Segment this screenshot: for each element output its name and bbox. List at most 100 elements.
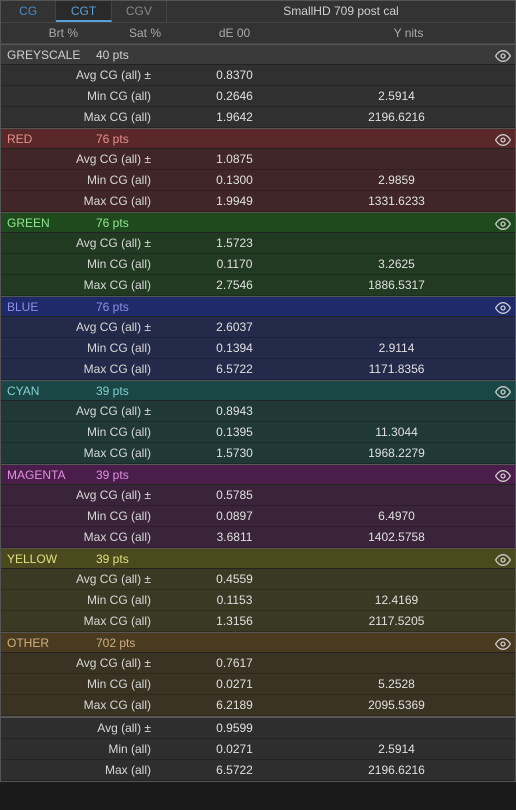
row-label: Max CG (all) xyxy=(1,527,167,547)
row-label: Max CG (all) xyxy=(1,107,167,127)
data-row: Min CG (all)0.08976.4970 xyxy=(1,506,515,527)
row-y-value: 1171.8356 xyxy=(302,359,515,379)
row-y-value: 1331.6233 xyxy=(302,191,515,211)
data-row: Max CG (all)2.75461886.5317 xyxy=(1,275,515,296)
row-y-value: 1968.2279 xyxy=(302,443,515,463)
row-label: Avg CG (all) ± xyxy=(1,401,167,421)
row-label: Max CG (all) xyxy=(1,695,167,715)
data-row: Max CG (all)3.68111402.5758 xyxy=(1,527,515,548)
row-de-value: 0.7617 xyxy=(167,653,302,673)
visibility-toggle-icon[interactable] xyxy=(491,213,515,232)
row-y-value xyxy=(302,233,515,253)
tab-cgv[interactable]: CGV xyxy=(112,1,167,22)
row-y-value: 1402.5758 xyxy=(302,527,515,547)
row-label: Min CG (all) xyxy=(1,674,167,694)
row-label: Max CG (all) xyxy=(1,191,167,211)
row-de-value: 0.1394 xyxy=(167,338,302,358)
summary-label: Min (all) xyxy=(1,739,167,759)
section-header-yellow[interactable]: YELLOW39 pts xyxy=(1,548,515,569)
calibration-panel: CG CGT CGV SmallHD 709 post cal Brt % Sa… xyxy=(0,0,516,782)
section-header-greyscale[interactable]: GREYSCALE40 pts xyxy=(1,44,515,65)
visibility-toggle-icon[interactable] xyxy=(491,129,515,148)
row-y-value: 11.3044 xyxy=(302,422,515,442)
data-row: Min CG (all)0.139511.3044 xyxy=(1,422,515,443)
section-header-red[interactable]: RED76 pts xyxy=(1,128,515,149)
data-row: Avg CG (all) ±2.6037 xyxy=(1,317,515,338)
section-name: OTHER xyxy=(1,633,96,652)
row-de-value: 1.0875 xyxy=(167,149,302,169)
summary-row: Min (all)0.02712.5914 xyxy=(1,739,515,760)
data-row: Avg CG (all) ±0.7617 xyxy=(1,653,515,674)
row-de-value: 3.6811 xyxy=(167,527,302,547)
row-de-value: 6.5722 xyxy=(167,359,302,379)
tab-cgt[interactable]: CGT xyxy=(56,1,111,22)
summary-label: Avg (all) ± xyxy=(1,718,167,738)
row-label: Avg CG (all) ± xyxy=(1,569,167,589)
row-label: Max CG (all) xyxy=(1,359,167,379)
top-row: CG CGT CGV SmallHD 709 post cal xyxy=(1,1,515,23)
row-label: Avg CG (all) ± xyxy=(1,485,167,505)
data-row: Avg CG (all) ±0.4559 xyxy=(1,569,515,590)
row-de-value: 1.5723 xyxy=(167,233,302,253)
row-label: Min CG (all) xyxy=(1,506,167,526)
row-y-value xyxy=(302,317,515,337)
data-row: Min CG (all)0.13002.9859 xyxy=(1,170,515,191)
row-label: Avg CG (all) ± xyxy=(1,149,167,169)
section-pts: 76 pts xyxy=(96,297,167,316)
section-header-cyan[interactable]: CYAN39 pts xyxy=(1,380,515,401)
column-headers: Brt % Sat % dE 00 Y nits xyxy=(1,23,515,44)
summary-de-value: 0.9599 xyxy=(167,718,302,738)
visibility-toggle-icon[interactable] xyxy=(491,45,515,64)
data-row: Max CG (all)1.96422196.6216 xyxy=(1,107,515,128)
data-row: Avg CG (all) ±1.5723 xyxy=(1,233,515,254)
summary-row: Max (all)6.57222196.6216 xyxy=(1,760,515,781)
row-label: Avg CG (all) ± xyxy=(1,65,167,85)
visibility-toggle-icon[interactable] xyxy=(491,549,515,568)
row-de-value: 2.6037 xyxy=(167,317,302,337)
visibility-toggle-icon[interactable] xyxy=(491,465,515,484)
visibility-toggle-icon[interactable] xyxy=(491,381,515,400)
summary-y-value: 2196.6216 xyxy=(302,760,515,780)
visibility-toggle-icon[interactable] xyxy=(491,297,515,316)
data-row: Max CG (all)6.21892095.5369 xyxy=(1,695,515,716)
row-de-value: 1.9949 xyxy=(167,191,302,211)
section-name: RED xyxy=(1,129,96,148)
row-label: Avg CG (all) ± xyxy=(1,317,167,337)
header-brt: Brt % xyxy=(1,23,84,43)
data-row: Avg CG (all) ±1.0875 xyxy=(1,149,515,170)
row-de-value: 0.5785 xyxy=(167,485,302,505)
row-y-value xyxy=(302,401,515,421)
summary-de-value: 0.0271 xyxy=(167,739,302,759)
section-pts: 76 pts xyxy=(96,213,167,232)
data-row: Min CG (all)0.115312.4169 xyxy=(1,590,515,611)
row-label: Max CG (all) xyxy=(1,443,167,463)
header-de: dE 00 xyxy=(167,23,302,43)
header-sat: Sat % xyxy=(84,23,167,43)
row-label: Min CG (all) xyxy=(1,86,167,106)
row-label: Avg CG (all) ± xyxy=(1,233,167,253)
data-row: Max CG (all)1.31562117.5205 xyxy=(1,611,515,632)
row-label: Avg CG (all) ± xyxy=(1,653,167,673)
section-pts: 76 pts xyxy=(96,129,167,148)
row-de-value: 0.0271 xyxy=(167,674,302,694)
tab-cg[interactable]: CG xyxy=(1,1,56,22)
section-name: GREYSCALE xyxy=(1,45,96,64)
row-label: Min CG (all) xyxy=(1,338,167,358)
section-pts: 39 pts xyxy=(96,465,167,484)
section-header-green[interactable]: GREEN76 pts xyxy=(1,212,515,233)
row-y-value xyxy=(302,569,515,589)
row-y-value xyxy=(302,149,515,169)
data-row: Min CG (all)0.26462.5914 xyxy=(1,86,515,107)
visibility-toggle-icon[interactable] xyxy=(491,633,515,652)
section-header-blue[interactable]: BLUE76 pts xyxy=(1,296,515,317)
row-de-value: 0.8370 xyxy=(167,65,302,85)
summary-y-value xyxy=(302,718,515,738)
row-de-value: 6.2189 xyxy=(167,695,302,715)
row-de-value: 1.3156 xyxy=(167,611,302,631)
section-header-other[interactable]: OTHER702 pts xyxy=(1,632,515,653)
row-y-value: 2.9859 xyxy=(302,170,515,190)
row-de-value: 0.1300 xyxy=(167,170,302,190)
section-header-magenta[interactable]: MAGENTA39 pts xyxy=(1,464,515,485)
section-name: CYAN xyxy=(1,381,96,400)
row-y-value: 2196.6216 xyxy=(302,107,515,127)
